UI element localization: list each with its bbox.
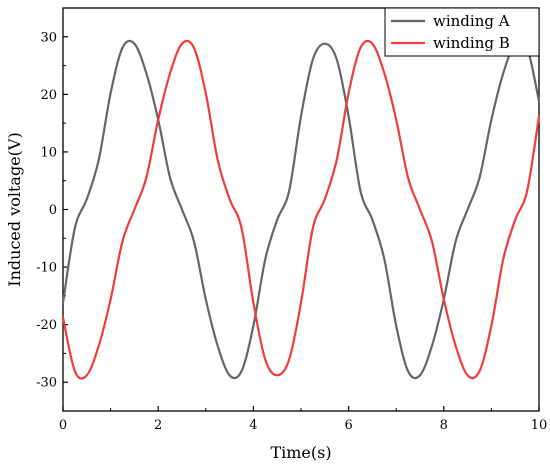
x-tick-label: 0 [59, 418, 67, 433]
series-layer [61, 39, 541, 380]
legend-label: winding A [433, 12, 510, 30]
x-axis-title: Time(s) [270, 443, 331, 462]
x-axis-ticks: 0 2 4 6 8 10 [59, 406, 547, 433]
x-tick-label: 10 [531, 418, 548, 433]
x-tick-label: 2 [154, 418, 162, 433]
legend: winding A winding B [384, 7, 540, 57]
y-tick-label: 10 [40, 145, 57, 160]
series-line-winding-a [61, 39, 541, 380]
y-tick-label: 0 [49, 203, 57, 218]
y-tick-label: -10 [36, 261, 57, 276]
y-axis-ticks: -30 -20 -10 0 10 20 30 [36, 30, 68, 391]
x-tick-label: 4 [249, 418, 257, 433]
y-tick-label: 30 [40, 30, 57, 45]
y-tick-label: -20 [36, 318, 57, 333]
legend-box [384, 7, 540, 57]
y-tick-label: 20 [40, 88, 57, 103]
y-tick-label: -30 [36, 376, 57, 391]
y-axis-title: Induced voltage(V) [5, 132, 24, 286]
x-tick-label: 6 [344, 418, 352, 433]
series-line-winding-b [61, 39, 541, 380]
legend-label: winding B [433, 34, 510, 52]
x-tick-label: 8 [440, 418, 448, 433]
